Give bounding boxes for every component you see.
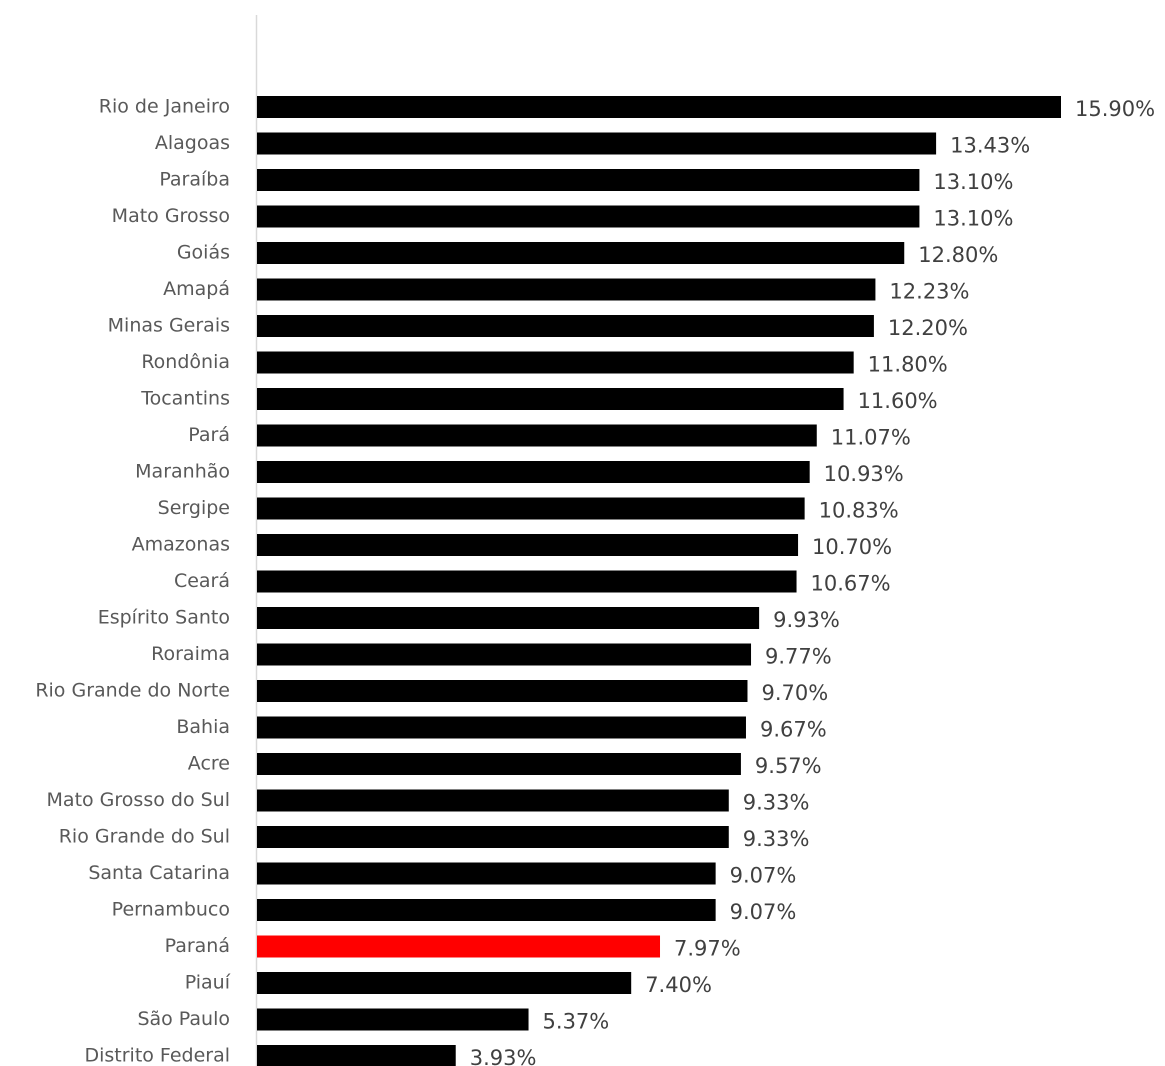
bar (257, 278, 876, 301)
category-label: Rio Grande do Norte (35, 680, 230, 702)
value-label: 7.40% (645, 973, 712, 997)
category-label: Alagoas (155, 132, 230, 154)
bar (257, 1045, 456, 1066)
category-label: São Paulo (137, 1008, 230, 1030)
value-label: 9.07% (730, 864, 797, 888)
category-label: Maranhão (135, 461, 230, 483)
value-label: 9.67% (760, 718, 827, 742)
bar (257, 351, 854, 374)
category-label: Acre (188, 753, 230, 775)
category-label: Espírito Santo (98, 607, 230, 629)
value-label: 10.93% (824, 462, 904, 486)
category-label: Rio Grande do Sul (59, 826, 230, 848)
bar (257, 753, 741, 775)
category-label: Bahia (176, 716, 230, 738)
bar (257, 534, 799, 556)
bar (257, 205, 920, 228)
bar (257, 680, 748, 702)
category-label: Santa Catarina (88, 862, 230, 884)
value-label: 13.43% (950, 134, 1030, 158)
value-label: 9.70% (761, 681, 828, 705)
value-label: 9.57% (755, 754, 822, 778)
value-label: 10.83% (819, 499, 899, 523)
value-label: 9.33% (743, 827, 810, 851)
bar (257, 461, 810, 483)
bar (257, 862, 716, 885)
value-label: 13.10% (933, 170, 1013, 194)
bar (257, 132, 937, 155)
category-label: Piauí (185, 972, 231, 994)
category-label: Mato Grosso do Sul (47, 789, 230, 811)
category-label: Paraíba (159, 169, 230, 191)
value-label: 11.07% (831, 426, 911, 450)
bar (257, 315, 874, 337)
category-label: Amazonas (132, 534, 230, 556)
category-label: Goiás (177, 242, 230, 264)
bar (257, 570, 797, 593)
value-label: 9.33% (743, 791, 810, 815)
bar (257, 169, 920, 191)
bar (257, 716, 746, 739)
value-label: 9.77% (765, 645, 832, 669)
bar (257, 497, 805, 520)
bar (257, 899, 716, 921)
category-label: Distrito Federal (84, 1045, 230, 1066)
value-label: 9.93% (773, 608, 840, 632)
category-label: Sergipe (158, 497, 230, 519)
value-label: 3.93% (470, 1046, 537, 1066)
bar (257, 972, 632, 994)
value-label: 10.70% (812, 535, 892, 559)
value-label: 12.20% (888, 316, 968, 340)
bar (257, 935, 661, 958)
category-label: Ceará (174, 570, 230, 592)
category-label: Pará (188, 424, 230, 446)
bar (257, 96, 1061, 118)
bar (257, 242, 905, 264)
category-label: Pernambuco (112, 899, 230, 921)
category-label: Rondônia (141, 351, 230, 373)
category-label: Roraima (151, 643, 230, 665)
bar (257, 424, 817, 447)
value-label: 12.23% (889, 280, 969, 304)
category-label: Tocantins (140, 388, 230, 410)
value-label: 10.67% (811, 572, 891, 596)
value-label: 5.37% (543, 1010, 610, 1034)
bar (257, 1008, 529, 1031)
value-label: 7.97% (674, 937, 741, 961)
bar (257, 789, 729, 812)
value-label: 15.90% (1075, 97, 1155, 121)
value-label: 11.60% (858, 389, 938, 413)
bar (257, 388, 844, 410)
bar (257, 643, 752, 666)
category-label: Minas Gerais (108, 315, 230, 337)
value-label: 12.80% (918, 243, 998, 267)
bar (257, 607, 760, 629)
value-label: 9.07% (730, 900, 797, 924)
category-label: Rio de Janeiro (99, 96, 230, 118)
value-label: 13.10% (933, 207, 1013, 231)
bar (257, 826, 729, 848)
category-label: Paraná (165, 935, 230, 957)
category-label: Amapá (163, 278, 230, 300)
value-label: 11.80% (868, 353, 948, 377)
category-label: Mato Grosso (112, 205, 230, 227)
